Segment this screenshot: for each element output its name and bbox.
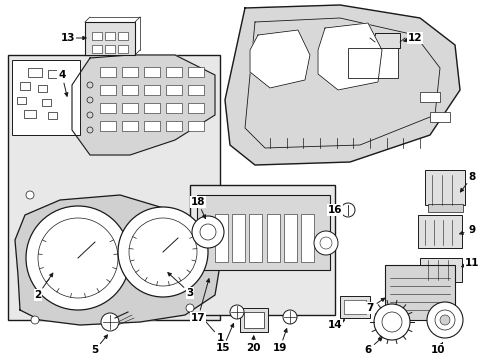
Bar — [8, 55, 220, 320]
Circle shape — [283, 310, 296, 324]
Polygon shape — [224, 5, 459, 165]
Bar — [92, 32, 102, 40]
Text: 12: 12 — [407, 33, 421, 43]
Bar — [187, 121, 203, 131]
Bar — [347, 48, 397, 78]
Bar — [187, 67, 203, 77]
Text: 2: 2 — [34, 290, 41, 300]
Circle shape — [439, 315, 449, 325]
Text: 8: 8 — [468, 172, 475, 182]
Bar — [197, 195, 329, 270]
Bar — [343, 300, 365, 314]
Text: 11: 11 — [464, 258, 478, 268]
Circle shape — [313, 231, 337, 255]
Text: 20: 20 — [245, 343, 260, 353]
Bar — [38, 85, 47, 92]
Text: 5: 5 — [91, 345, 99, 355]
Bar — [283, 214, 296, 262]
Text: 4: 4 — [58, 70, 65, 80]
Circle shape — [426, 302, 462, 338]
Bar — [419, 258, 461, 282]
Bar — [42, 99, 51, 106]
Bar — [190, 185, 334, 315]
Bar — [244, 312, 264, 328]
Bar — [122, 85, 138, 95]
Text: 1: 1 — [216, 333, 223, 343]
Bar — [122, 67, 138, 77]
Circle shape — [118, 207, 207, 297]
Bar — [48, 112, 57, 119]
Bar — [100, 103, 116, 113]
Bar — [266, 214, 279, 262]
Bar — [339, 296, 369, 318]
Bar — [143, 103, 160, 113]
Bar — [187, 85, 203, 95]
Bar — [165, 85, 182, 95]
Text: 16: 16 — [327, 205, 342, 215]
Polygon shape — [249, 30, 309, 88]
Bar — [143, 85, 160, 95]
Bar — [240, 308, 267, 332]
Bar — [100, 67, 116, 77]
Bar — [122, 103, 138, 113]
Circle shape — [31, 316, 39, 324]
Bar — [187, 103, 203, 113]
Bar — [118, 45, 128, 53]
Bar — [20, 82, 30, 90]
Bar — [232, 214, 244, 262]
Bar — [48, 70, 58, 78]
Text: 9: 9 — [468, 225, 475, 235]
Text: 7: 7 — [366, 303, 373, 313]
Bar — [215, 214, 227, 262]
Bar — [165, 121, 182, 131]
Text: 19: 19 — [272, 343, 286, 353]
Bar — [85, 22, 135, 55]
Circle shape — [26, 206, 130, 310]
Bar — [118, 32, 128, 40]
Bar — [249, 214, 262, 262]
Circle shape — [185, 304, 194, 312]
Bar — [429, 112, 449, 122]
Text: 15: 15 — [215, 343, 230, 353]
Bar — [122, 121, 138, 131]
Text: 10: 10 — [430, 345, 445, 355]
Text: 17: 17 — [190, 313, 205, 323]
Text: 3: 3 — [186, 288, 193, 298]
Bar — [417, 215, 461, 248]
Text: 18: 18 — [190, 197, 205, 207]
Bar — [419, 92, 439, 102]
Bar — [424, 170, 464, 205]
Bar — [100, 85, 116, 95]
Bar — [28, 68, 42, 77]
Circle shape — [191, 198, 199, 206]
Bar — [100, 121, 116, 131]
Bar — [12, 60, 80, 135]
Bar — [384, 265, 454, 320]
Polygon shape — [72, 55, 215, 155]
Circle shape — [373, 304, 409, 340]
Bar — [165, 103, 182, 113]
Text: 14: 14 — [327, 320, 342, 330]
Circle shape — [340, 203, 354, 217]
Bar — [143, 67, 160, 77]
Bar — [374, 33, 399, 48]
Bar — [427, 204, 462, 212]
Bar — [24, 110, 36, 118]
Bar — [105, 45, 115, 53]
Circle shape — [192, 216, 224, 248]
Circle shape — [101, 313, 119, 331]
Bar — [301, 214, 313, 262]
Bar — [143, 121, 160, 131]
Bar — [105, 32, 115, 40]
Bar — [17, 97, 26, 104]
Text: 13: 13 — [61, 33, 75, 43]
Circle shape — [229, 305, 244, 319]
Bar — [165, 67, 182, 77]
Polygon shape — [15, 195, 220, 325]
Bar — [92, 45, 102, 53]
Polygon shape — [317, 23, 381, 90]
Circle shape — [26, 191, 34, 199]
Text: 6: 6 — [364, 345, 371, 355]
